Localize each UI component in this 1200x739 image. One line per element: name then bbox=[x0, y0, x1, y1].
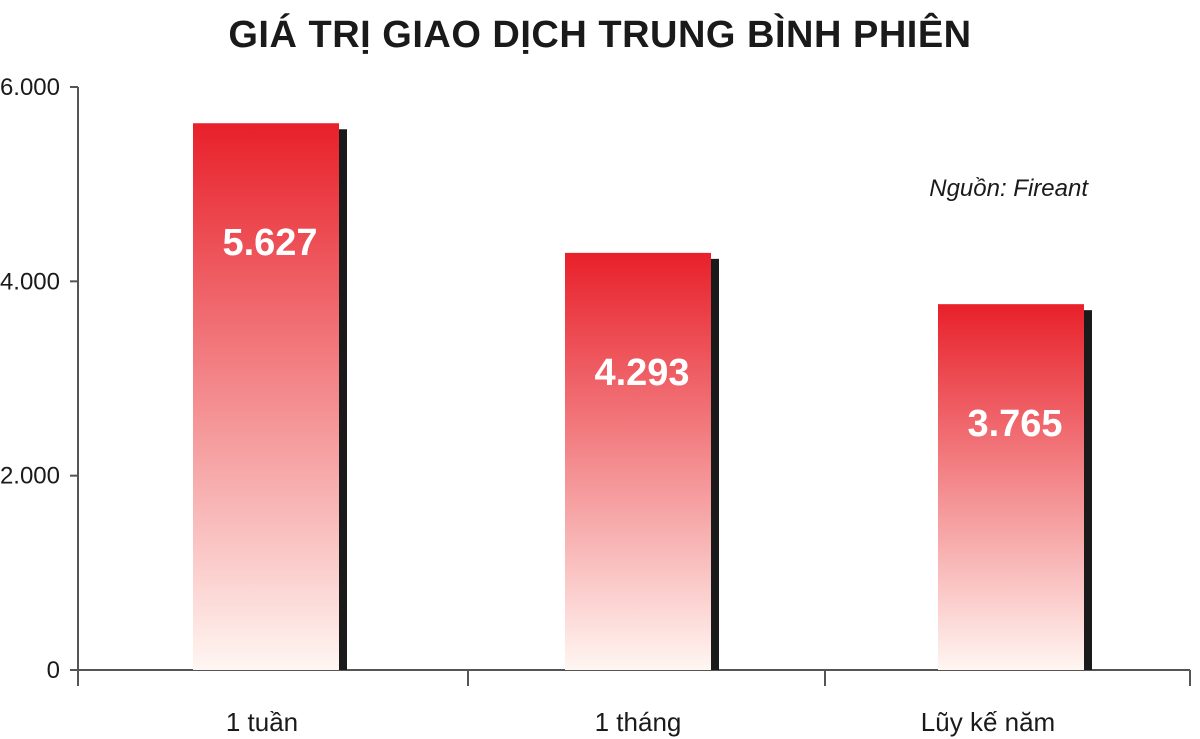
y-tick-label: 6.000 bbox=[0, 74, 60, 101]
bars bbox=[193, 123, 1092, 670]
data-label: 3.765 bbox=[967, 403, 1062, 445]
y-tick-label: 4.000 bbox=[0, 268, 60, 295]
chart-title: GIÁ TRỊ GIAO DỊCH TRUNG BÌNH PHIÊN bbox=[228, 14, 972, 56]
bar bbox=[938, 304, 1084, 670]
source-annotation: Nguồn: Fireant bbox=[929, 175, 1089, 202]
category-label: 1 tháng bbox=[595, 707, 682, 737]
bar bbox=[193, 123, 339, 670]
category-label: 1 tuần bbox=[226, 707, 298, 737]
y-tick-label: 0 bbox=[47, 657, 60, 684]
category-label: Lũy kế năm bbox=[921, 707, 1055, 737]
labels: 5.627 1 tuần 4.293 1 tháng 3.765 Lũy kế năm bbox=[222, 222, 1062, 737]
y-tick-label: 2.000 bbox=[0, 463, 60, 490]
data-label: 5.627 bbox=[222, 222, 317, 264]
data-label: 4.293 bbox=[594, 352, 689, 394]
bar bbox=[565, 252, 711, 670]
